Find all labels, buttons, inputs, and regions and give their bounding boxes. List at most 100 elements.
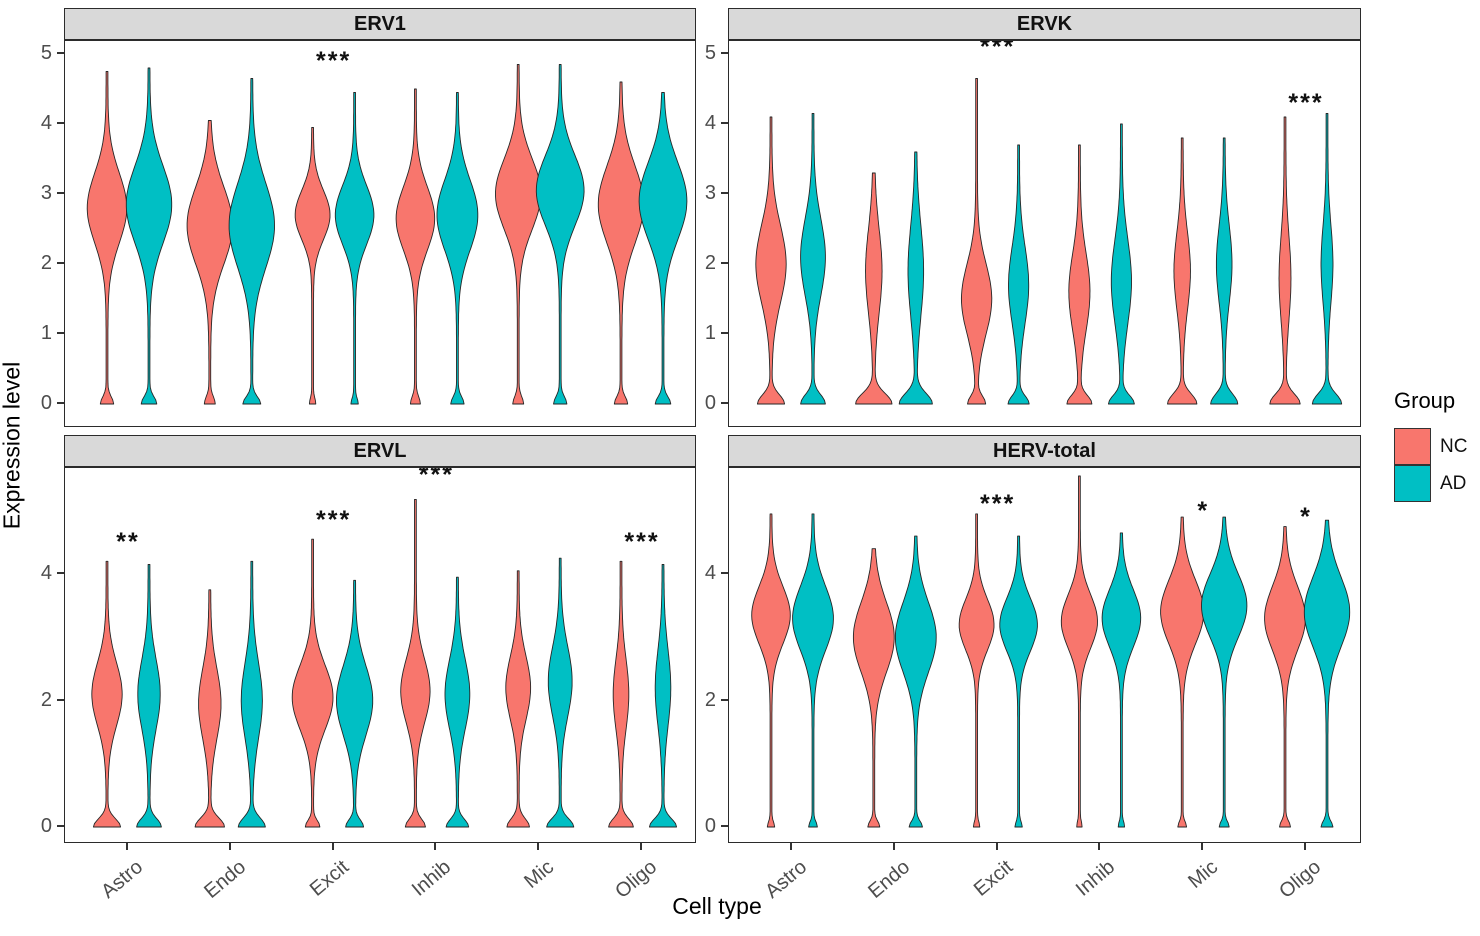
y-tick-label: 4 (40, 112, 52, 134)
violin-endo-ad (228, 78, 275, 405)
x-tick-label-mic: Mic (1184, 856, 1223, 893)
y-tick-mark (57, 332, 64, 334)
violin-excit-ad (1007, 144, 1030, 405)
y-axis-title: Expression level (0, 361, 25, 530)
legend-swatch-nc (1394, 428, 1431, 465)
x-tick-mark (228, 843, 231, 850)
y-tick-mark (721, 192, 728, 194)
violin-astro-nc (86, 71, 128, 405)
y-tick-mark (721, 52, 728, 54)
y-tick-label: 1 (704, 322, 716, 344)
violin-mic-ad (535, 64, 585, 405)
legend-item-ad: AD (1394, 465, 1480, 502)
y-tick-mark (57, 262, 64, 264)
violin-oligo-nc (608, 560, 634, 828)
violin-canvas (751, 475, 1351, 828)
x-tick-mark (1201, 843, 1204, 850)
violin-mic-ad (1201, 516, 1248, 828)
facet-strip: ERVL (64, 435, 696, 467)
y-tick-mark (721, 402, 728, 404)
significance-oligo: *** (624, 528, 660, 557)
x-tick-mark (640, 843, 642, 850)
x-tick-mark (331, 843, 334, 850)
x-tick-label-inhib: Inhib (1072, 856, 1120, 901)
x-axis-title: Cell type (672, 893, 762, 919)
significance-inhib: *** (418, 467, 454, 489)
facet-strip: ERVK (728, 8, 1361, 40)
violin-oligo-nc (597, 81, 645, 405)
y-tick-label: 3 (704, 182, 716, 204)
x-tick-label-endo: Endo (200, 856, 250, 903)
significance-excit: *** (980, 490, 1016, 519)
x-tick-label-excit: Excit (969, 856, 1017, 901)
y-tick-mark (57, 192, 64, 194)
violin-endo-nc (194, 589, 225, 828)
violin-endo-ad (894, 535, 937, 828)
y-tick-label: 4 (40, 562, 52, 584)
y-tick-label: 0 (704, 815, 716, 837)
x-tick-mark (995, 843, 998, 850)
x-tick-mark (892, 843, 895, 850)
violin-oligo-ad (1303, 519, 1351, 828)
y-tick-mark (721, 332, 728, 334)
y-tick-mark (721, 825, 728, 827)
violin-oligo-nc (1269, 116, 1301, 405)
violin-oligo-nc (1264, 526, 1306, 828)
violin-inhib-ad (1107, 123, 1135, 405)
significance-mic: * (1197, 496, 1210, 525)
violin-mic-nc (1167, 137, 1198, 405)
y-tick-label: 2 (40, 252, 52, 274)
x-tick-mark (126, 843, 128, 850)
x-tick-label-inhib: Inhib (408, 856, 456, 901)
y-tick-label: 4 (704, 112, 716, 134)
legend-label: NC (1440, 435, 1468, 457)
significance-excit: *** (980, 40, 1016, 61)
x-tick-mark (1304, 843, 1306, 850)
violin-excit-nc (958, 513, 995, 828)
violin-endo-ad (237, 560, 266, 828)
y-tick-mark (57, 402, 64, 404)
violin-mic-ad (546, 557, 575, 828)
violin-astro-ad (136, 564, 162, 828)
y-tick-mark (721, 122, 728, 124)
significance-oligo: * (1300, 502, 1312, 531)
violin-oligo-ad (1311, 113, 1343, 405)
violin-inhib-nc (1060, 475, 1098, 828)
x-tick-label-excit: Excit (305, 856, 353, 901)
significance-excit: *** (316, 506, 352, 535)
panel-title: ERVL (353, 439, 407, 462)
violin-excit-nc (294, 127, 331, 405)
violin-inhib-ad (1101, 532, 1142, 828)
violin-astro-ad (800, 113, 826, 405)
x-tick-mark (537, 843, 540, 850)
violin-oligo-ad (648, 564, 678, 828)
violin-endo-nc (852, 548, 895, 828)
violin-excit-ad (334, 92, 375, 405)
significance-oligo: *** (1288, 88, 1324, 117)
violin-inhib-nc (395, 88, 436, 405)
y-tick-label: 2 (704, 688, 716, 711)
x-tick-label-oligo: Oligo (1275, 856, 1326, 903)
x-tick-mark (434, 843, 437, 850)
violin-oligo-ad (638, 92, 688, 405)
violin-excit-ad (336, 579, 374, 828)
violin-mic-nc (495, 64, 542, 405)
y-tick-mark (721, 262, 728, 264)
y-tick-label: 0 (40, 392, 52, 414)
panel-title: ERVK (1016, 12, 1073, 35)
y-tick-label: 5 (704, 42, 716, 64)
facet-strip: HERV-total (728, 435, 1361, 467)
violin-inhib-nc (1066, 144, 1093, 405)
violin-astro-ad (125, 67, 173, 405)
x-tick-label-mic: Mic (520, 856, 559, 893)
panel-title: ERV1 (354, 12, 406, 35)
y-tick-mark (57, 572, 64, 574)
y-tick-label: 0 (40, 815, 52, 837)
panel-title: HERV-total (993, 439, 1096, 462)
violin-mic-nc (1160, 516, 1205, 828)
y-tick-label: 3 (40, 182, 52, 204)
x-tick-label-endo: Endo (864, 856, 914, 903)
legend-label: AD (1440, 472, 1467, 494)
significance-astro: ** (116, 528, 140, 557)
violin-endo-ad (898, 151, 933, 405)
